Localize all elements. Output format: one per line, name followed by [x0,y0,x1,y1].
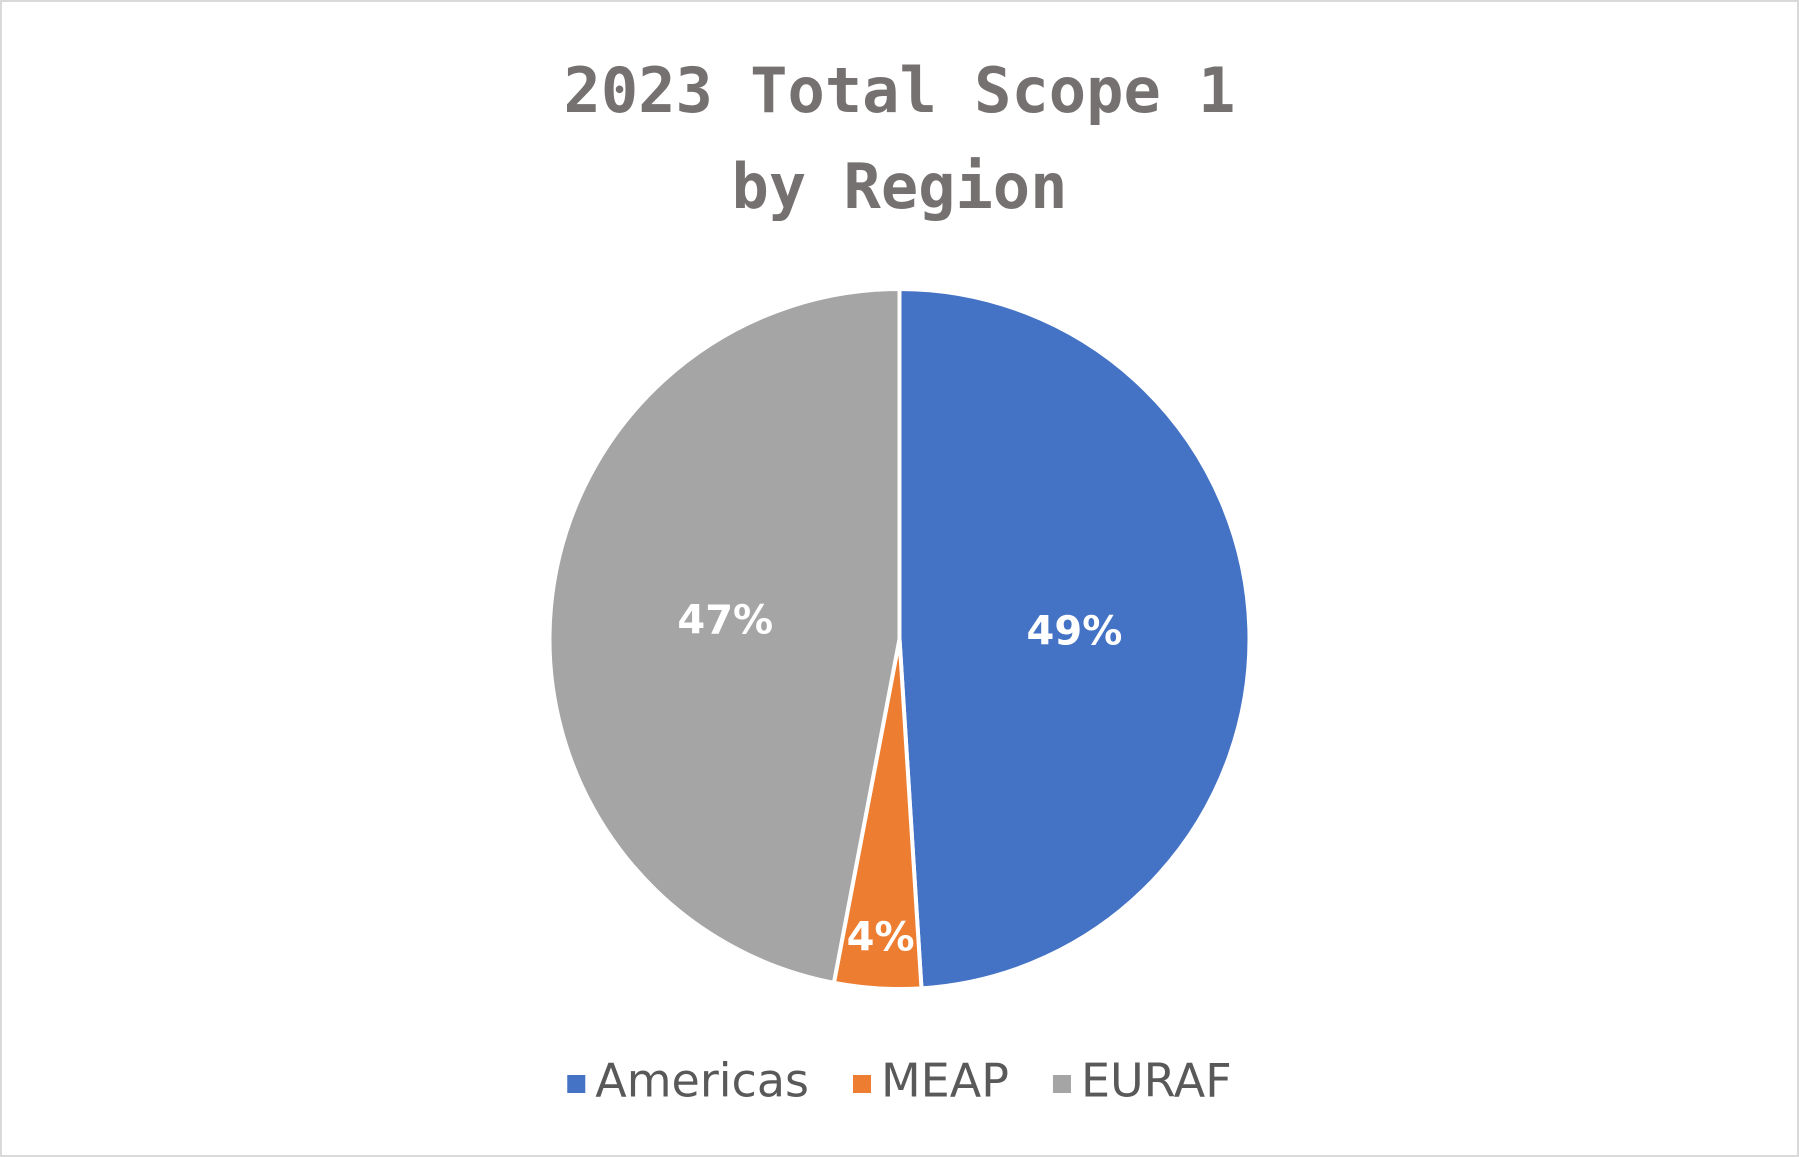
legend-marker [567,1075,586,1093]
legend-marker [1052,1075,1071,1093]
chart-title: by Region [732,150,1068,223]
legend-label: EURAF [1081,1054,1232,1108]
chart-title: 2023 Total Scope 1 [564,54,1236,127]
pie-slice [897,286,1252,991]
data-label: 49% [1027,609,1123,655]
legend-label: MEAP [881,1054,1009,1108]
legend-label: Americas [595,1054,809,1108]
pie-slice [547,286,902,986]
data-label: 4% [847,914,915,960]
legend-marker [852,1075,871,1093]
data-label: 47% [677,598,773,644]
